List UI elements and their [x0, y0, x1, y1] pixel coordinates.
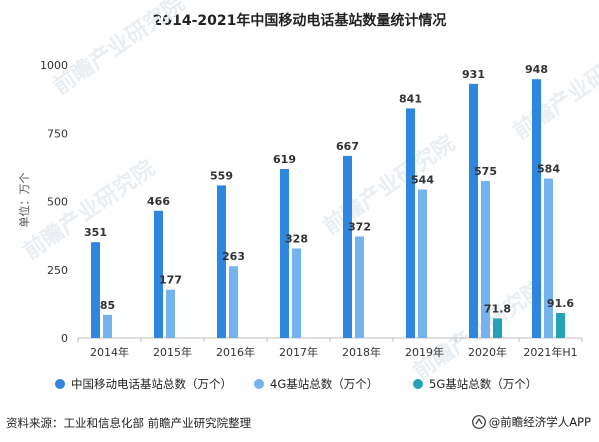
watermark-text: 前瞻产业研究院: [49, 0, 190, 100]
legend-marker: [413, 379, 423, 389]
watermark-text: 前瞻产业研究院: [509, 35, 599, 145]
watermark-text: 前瞻产业研究院: [409, 275, 550, 385]
data-label: 372: [348, 220, 371, 233]
bar-series-0: [469, 83, 478, 338]
y-axis-label: 单位：万个: [17, 173, 31, 228]
watermark-text: 前瞻产业研究院: [19, 155, 160, 265]
bar-series-1: [544, 178, 553, 338]
legend-item: 5G基站总数（万个）: [413, 377, 537, 391]
brand-logo-icon: [471, 415, 486, 429]
x-tick-label: 2020年: [468, 345, 507, 359]
bar-series-1: [292, 248, 301, 338]
bar-series-1: [166, 289, 175, 338]
data-label: 85: [100, 299, 115, 312]
data-label: 91.6: [547, 297, 574, 310]
bar-series-2: [493, 318, 502, 338]
data-label: 841: [399, 92, 422, 105]
bar-series-0: [91, 242, 100, 338]
legend: 中国移动电话基站总数（万个） 4G基站总数（万个） 5G基站总数（万个）: [55, 377, 537, 391]
legend-label: 4G基站总数（万个）: [270, 377, 378, 391]
y-tick-label: 500: [47, 196, 68, 209]
x-tick-label: 2015年: [153, 345, 192, 359]
data-label: 263: [222, 250, 245, 263]
data-label: 584: [537, 163, 560, 176]
y-tick-label: 250: [47, 264, 68, 277]
x-tick-label: 2019年: [405, 345, 444, 359]
bar-series-1: [355, 236, 364, 338]
data-labels: 351 466 559 619 667 841 931 948 85 177 263 328 372 54…: [84, 63, 574, 315]
bar-series-1: [229, 266, 238, 338]
bar-series-0: [406, 108, 415, 338]
data-label: 619: [273, 153, 296, 166]
bar-series-1: [481, 181, 490, 338]
y-tick-label: 0: [61, 332, 68, 345]
brand-text: @前瞻经济学人APP: [488, 415, 591, 429]
x-tick-label: 2021年H1: [523, 345, 577, 359]
data-label: 948: [525, 63, 548, 76]
data-label: 544: [411, 173, 434, 186]
bar-series-0: [343, 155, 352, 338]
legend-marker: [254, 379, 264, 389]
bar-series-1: [103, 314, 112, 338]
legend-marker: [55, 379, 65, 389]
x-tick-label: 2017年: [279, 345, 318, 359]
bar-series-0: [217, 185, 226, 338]
bars: [91, 79, 565, 339]
data-label: 71.8: [484, 302, 511, 315]
y-tick-label: 750: [47, 127, 68, 140]
data-label: 177: [159, 274, 182, 287]
x-tick-label: 2016年: [216, 345, 255, 359]
bar-series-0: [280, 169, 289, 338]
data-label: 667: [336, 140, 359, 153]
data-label: 931: [462, 68, 485, 81]
x-tick-label: 2018年: [342, 345, 381, 359]
legend-item: 4G基站总数（万个）: [254, 377, 378, 391]
data-label: 559: [210, 169, 233, 182]
data-label: 328: [285, 232, 308, 245]
y-tick-label: 1000: [40, 59, 68, 72]
bar-series-0: [532, 79, 541, 339]
brand-credit: @前瞻经济学人APP: [471, 414, 591, 430]
data-label: 575: [474, 165, 497, 178]
bar-series-2: [556, 312, 565, 338]
chart-title: 2014-2021年中国移动电话基站数量统计情况: [152, 13, 447, 29]
data-label: 351: [84, 226, 107, 239]
legend-label: 5G基站总数（万个）: [429, 377, 537, 391]
bar-series-1: [418, 189, 427, 338]
data-label: 466: [147, 195, 170, 208]
bar-series-0: [154, 210, 163, 338]
legend-label: 中国移动电话基站总数（万个）: [71, 377, 232, 391]
source-note: 资料来源：工业和信息化部 前瞻产业研究院整理: [6, 416, 252, 430]
legend-item: 中国移动电话基站总数（万个）: [55, 377, 232, 391]
x-tick-label: 2014年: [90, 345, 129, 359]
